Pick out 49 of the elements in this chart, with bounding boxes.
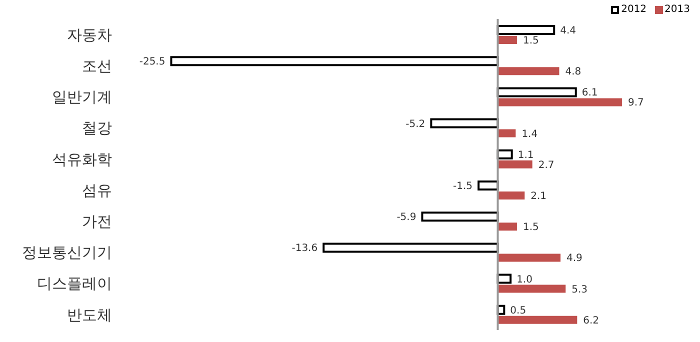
y-tick-label: 석유화학 xyxy=(52,150,112,168)
bar xyxy=(498,160,532,168)
bar xyxy=(478,180,499,190)
data-label: 1.4 xyxy=(522,128,538,140)
y-tick-label: 철강 xyxy=(82,119,112,138)
legend-label: 2013 xyxy=(664,4,690,15)
data-label: 1.1 xyxy=(518,150,534,161)
legend-label: 2012 xyxy=(621,4,647,15)
bar xyxy=(322,242,499,253)
bar xyxy=(498,98,622,106)
y-tick-label: 정보통신기기 xyxy=(22,244,112,262)
y-tick-label: 디스플레이 xyxy=(37,274,112,293)
data-label: 2.7 xyxy=(538,160,554,171)
bar xyxy=(498,284,566,293)
data-label: 4.4 xyxy=(560,26,576,36)
data-label: -1.5 xyxy=(453,181,473,192)
data-label: 5.3 xyxy=(572,284,588,296)
y-tick-label: 일반기계 xyxy=(52,88,112,106)
data-label: 1.5 xyxy=(522,222,539,234)
bar xyxy=(498,67,560,76)
bar xyxy=(498,129,516,138)
bar xyxy=(496,87,577,98)
y-tick-label: 가전 xyxy=(82,212,112,230)
bar xyxy=(430,118,499,128)
data-label: -5.2 xyxy=(406,118,426,130)
bar xyxy=(498,222,517,231)
data-label: 1.5 xyxy=(522,36,539,46)
data-label: 2.1 xyxy=(530,191,547,202)
y-tick-label: 조선 xyxy=(82,56,112,75)
data-label: 0.5 xyxy=(510,305,526,316)
data-label: 6.2 xyxy=(583,315,600,326)
data-label: -25.5 xyxy=(139,56,166,68)
bar xyxy=(498,316,578,324)
data-label: 4.8 xyxy=(565,66,582,78)
y-tick-label: 반도체 xyxy=(67,306,112,324)
data-label: -13.6 xyxy=(292,243,318,254)
bar xyxy=(498,36,517,44)
bar xyxy=(170,56,499,66)
bar xyxy=(496,25,556,35)
y-tick-label: 자동차 xyxy=(67,26,112,44)
data-label: -5.9 xyxy=(396,212,416,224)
data-label: 1.0 xyxy=(516,274,532,286)
y-tick-label: 섬유 xyxy=(82,181,112,200)
data-label: 4.9 xyxy=(566,253,582,264)
bar xyxy=(421,212,499,222)
bar xyxy=(498,192,525,200)
data-label: 9.7 xyxy=(628,98,644,109)
data-label: 6.1 xyxy=(582,88,598,99)
bar xyxy=(498,254,561,262)
